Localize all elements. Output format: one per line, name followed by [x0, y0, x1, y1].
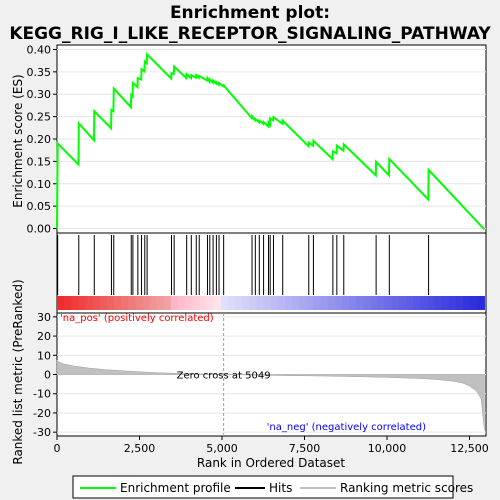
- heat-bar-segment: [85, 296, 93, 310]
- heat-bar-segment: [249, 296, 257, 310]
- heat-bar-segment: [335, 296, 343, 310]
- heat-bar-segment: [93, 296, 101, 310]
- heat-bar-segment: [271, 296, 279, 310]
- heat-bar-segment: [235, 296, 243, 310]
- heat-bar-segment: [299, 296, 307, 310]
- heat-bar-segment: [342, 296, 350, 310]
- es-y-tick-label: 0.40: [27, 43, 52, 56]
- heat-bar-segment: [71, 296, 79, 310]
- heat-bar-segment: [185, 296, 193, 310]
- legend-label-ranking-metric: Ranking metric scores: [340, 481, 473, 495]
- rank-x-axis-label: Rank in Ordered Dataset: [197, 456, 345, 470]
- heat-bar-segment: [434, 296, 442, 310]
- legend-label-hits: Hits: [269, 481, 292, 495]
- rank-y-tick-label: 30: [37, 311, 51, 324]
- heat-bar-segment: [107, 296, 115, 310]
- heat-bar-segment: [150, 296, 158, 310]
- heat-bar-segment: [64, 296, 72, 310]
- es-y-tick-label: 0.25: [27, 111, 52, 124]
- legend: Enrichment profile Hits Ranking metric s…: [73, 476, 473, 498]
- zero-cross-label: Zero cross at 5049: [177, 371, 271, 382]
- heat-bar-segment: [321, 296, 329, 310]
- heat-bar-segment: [264, 296, 272, 310]
- heat-bar-segment: [100, 296, 108, 310]
- rank-y-tick-label: 0: [44, 369, 51, 382]
- heat-bar-segment: [328, 296, 336, 310]
- heat-bar-segment: [78, 296, 86, 310]
- heat-bar-segment: [442, 296, 450, 310]
- heat-bar-segment: [313, 296, 321, 310]
- heat-bar-segment: [114, 296, 122, 310]
- heat-bar-segment: [171, 296, 179, 310]
- chart-title-line1: Enrichment plot:: [170, 3, 330, 23]
- rank-x-tick-label: 10,000: [368, 442, 407, 455]
- heat-bar-segment: [285, 296, 293, 310]
- heat-bar-segment: [449, 296, 457, 310]
- heat-bar-segment: [199, 296, 207, 310]
- heat-bar-segment: [470, 296, 478, 310]
- enrichment-score-panel: 0.00 0.05 0.10 0.15 0.20 0.25 0.30 0.35 0.40 Enr…: [11, 43, 486, 235]
- rank-x-tick-label: 5,000: [206, 442, 238, 455]
- es-y-tick-label: 0.35: [27, 66, 52, 79]
- rank-y-tick-label: 10: [37, 349, 51, 362]
- es-y-tick-label: 0.15: [27, 155, 52, 168]
- rank-y-tick-label: -30: [33, 426, 51, 439]
- rank-y-tick-label: -20: [33, 407, 51, 420]
- heat-bar-segment: [228, 296, 236, 310]
- heat-bar-segment: [406, 296, 414, 310]
- heat-bar-segment: [413, 296, 421, 310]
- heat-bar-segment: [121, 296, 129, 310]
- heat-bar-segment: [463, 296, 471, 310]
- rank-heat-bar: [57, 296, 485, 310]
- positive-correlation-label: 'na_pos' (positively correlated): [60, 313, 214, 324]
- heat-bar-segment: [207, 296, 215, 310]
- heat-bar-segment: [456, 296, 464, 310]
- rank-y-tick-label: -10: [33, 388, 51, 401]
- heat-bar-segment: [370, 296, 378, 310]
- chart-title-line2: KEGG_RIG_I_LIKE_RECEPTOR_SIGNALING_PATHW…: [9, 24, 491, 44]
- heat-bar-segment: [157, 296, 165, 310]
- heat-bar-segment: [142, 296, 150, 310]
- heat-bar-segment: [221, 296, 229, 310]
- heat-bar-segment: [420, 296, 428, 310]
- heat-bar-segment: [385, 296, 393, 310]
- heat-bar-segment: [57, 296, 65, 310]
- legend-label-enrichment-profile: Enrichment profile: [120, 481, 231, 495]
- rank-y-axis-label: Ranked list metric (PreRanked): [11, 279, 25, 464]
- heat-bar-segment: [356, 296, 364, 310]
- rank-x-tick-label: 12,500: [450, 442, 489, 455]
- negative-correlation-label: 'na_neg' (negatively correlated): [267, 422, 426, 433]
- rank-x-tick-label: 0: [54, 442, 61, 455]
- heat-bar-segment: [278, 296, 286, 310]
- hits-panel: [57, 233, 486, 313]
- es-y-tick-label: 0.30: [27, 88, 52, 101]
- es-y-tick-label: 0.10: [27, 178, 52, 191]
- es-y-tick-label: 0.00: [27, 223, 52, 236]
- heat-bar-segment: [427, 296, 435, 310]
- heat-bar-segment: [292, 296, 300, 310]
- heat-bar-segment: [392, 296, 400, 310]
- heat-bar-segment: [242, 296, 250, 310]
- heat-bar-segment: [399, 296, 407, 310]
- heat-bar-segment: [135, 296, 143, 310]
- heat-bar-segment: [178, 296, 186, 310]
- heat-bar-segment: [256, 296, 264, 310]
- es-y-axis-label: Enrichment score (ES): [11, 74, 25, 207]
- heat-bar-segment: [378, 296, 386, 310]
- es-y-tick-label: 0.20: [27, 133, 52, 146]
- heat-bar-segment: [128, 296, 136, 310]
- rank-x-tick-label: 7,500: [289, 442, 321, 455]
- rank-x-tick-label: 2,500: [124, 442, 156, 455]
- es-y-tick-label: 0.05: [27, 200, 52, 213]
- heat-bar-segment: [214, 296, 222, 310]
- heat-bar-segment: [306, 296, 314, 310]
- rank-y-tick-label: 20: [37, 330, 51, 343]
- heat-bar-segment: [477, 296, 485, 310]
- heat-bar-segment: [349, 296, 357, 310]
- heat-bar-segment: [164, 296, 172, 310]
- heat-bar-segment: [192, 296, 200, 310]
- heat-bar-segment: [363, 296, 371, 310]
